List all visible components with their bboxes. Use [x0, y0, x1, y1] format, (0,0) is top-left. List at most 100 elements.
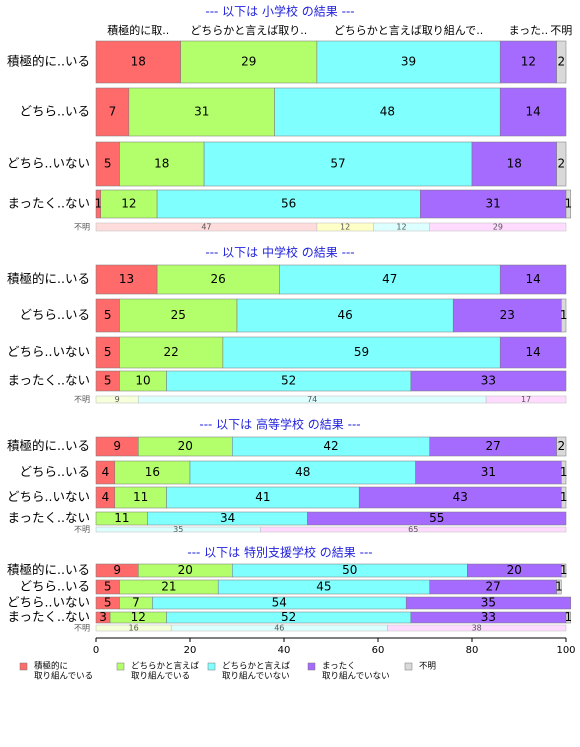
value-label: 25 — [171, 308, 186, 322]
row-label: 積極的に..いる — [7, 54, 90, 69]
bar-segment — [405, 596, 571, 610]
legend-label: まったく — [322, 662, 356, 672]
value-label: 14 — [525, 105, 540, 119]
value-label: 10 — [135, 374, 150, 388]
unknown-label: 不明 — [74, 223, 90, 232]
panel-title: --- 以下は 特別支援学校 の結果 --- — [187, 545, 372, 560]
bar-segment — [556, 436, 567, 457]
row-label: どちら..いない — [7, 595, 90, 610]
value-label: 41 — [255, 490, 270, 504]
unknown-value: 17 — [521, 395, 531, 404]
value-label: 18 — [507, 157, 522, 171]
value-label: 1 — [95, 197, 103, 211]
legend-swatch — [404, 662, 413, 671]
bar-segment — [499, 40, 557, 84]
row-label: どちら..いる — [20, 579, 90, 594]
value-label: 5 — [104, 345, 112, 359]
row-label: まったく..ない — [8, 510, 90, 525]
unknown-value: 12 — [396, 223, 406, 232]
unknown-label: 不明 — [74, 624, 90, 633]
column-header: まった.. — [509, 24, 549, 37]
legend-label: 取り組んでいる — [34, 671, 93, 682]
value-label: 47 — [382, 272, 397, 286]
value-label: 26 — [211, 272, 226, 286]
value-label: 9 — [113, 563, 121, 577]
legend-swatch — [307, 662, 316, 671]
value-label: 46 — [337, 308, 352, 322]
unknown-segment — [485, 395, 567, 404]
value-label: 3 — [99, 610, 107, 624]
legend-label: 不明 — [419, 662, 436, 672]
value-label: 2 — [557, 55, 565, 69]
unknown-value: 74 — [307, 395, 317, 404]
value-label: 7 — [132, 596, 140, 610]
value-label: 20 — [178, 563, 193, 577]
bar-segment — [307, 511, 567, 526]
bar-segment — [561, 460, 567, 485]
row-label: まったく..ない — [8, 373, 90, 388]
x-tick-label: 40 — [278, 645, 291, 656]
x-tick-label: 100 — [556, 645, 575, 656]
row-label: まったく..ない — [8, 609, 90, 624]
value-label: 7 — [109, 105, 117, 119]
x-tick-label: 80 — [466, 645, 479, 656]
value-label: 31 — [486, 197, 501, 211]
bar-segment — [561, 298, 567, 333]
value-label: 4 — [102, 490, 110, 504]
value-label: 1 — [565, 197, 573, 211]
column-header: 積極的に取.. — [107, 23, 169, 37]
legend-swatch — [116, 662, 125, 671]
row-label: どちら..いない — [7, 489, 90, 504]
bar-segment — [556, 579, 562, 595]
bar-segment — [565, 189, 571, 219]
bar-segment — [180, 40, 318, 84]
value-label: 52 — [281, 374, 296, 388]
value-label: 48 — [295, 465, 310, 479]
value-label: 1 — [560, 490, 568, 504]
value-label: 13 — [119, 272, 134, 286]
value-label: 12 — [131, 610, 146, 624]
value-label: 12 — [121, 197, 136, 211]
bar-segment — [156, 264, 280, 295]
legend-label: どちらかと言えば — [222, 661, 291, 672]
bar-segment — [499, 264, 567, 295]
row-label: 積極的に..いる — [7, 438, 90, 453]
bar-segment — [95, 87, 130, 137]
unknown-value: 47 — [201, 223, 211, 232]
value-label: 43 — [453, 490, 468, 504]
value-label: 59 — [354, 345, 369, 359]
row-label: どちら..いる — [20, 464, 90, 479]
value-label: 1 — [560, 563, 568, 577]
x-tick-label: 20 — [184, 645, 197, 656]
value-label: 5 — [104, 596, 112, 610]
bar-segment — [119, 141, 205, 187]
bar-segment — [561, 486, 567, 509]
value-label: 9 — [113, 439, 121, 453]
value-label: 27 — [486, 580, 501, 594]
legend-label: 取り組んでいない — [322, 671, 390, 682]
value-label: 1 — [555, 580, 563, 594]
unknown-value: 12 — [340, 223, 350, 232]
unknown-label: 不明 — [74, 525, 90, 534]
bar-segment — [156, 189, 421, 219]
value-label: 14 — [525, 345, 540, 359]
column-header: どちらかと言えば取り.. — [190, 24, 307, 37]
value-label: 52 — [281, 610, 296, 624]
value-label: 20 — [507, 563, 522, 577]
value-label: 54 — [272, 596, 287, 610]
bar-segment — [561, 563, 567, 578]
value-label: 5 — [104, 157, 112, 171]
bar-segment — [95, 264, 158, 295]
row-label: どちら..いる — [20, 104, 90, 119]
value-label: 23 — [500, 308, 515, 322]
value-label: 2 — [557, 439, 565, 453]
bar-segment — [119, 336, 224, 369]
value-label: 33 — [481, 374, 496, 388]
legend-label: 積極的に — [34, 661, 68, 672]
bar-segment — [100, 189, 158, 219]
value-label: 14 — [525, 272, 540, 286]
row-label: 積極的に..いる — [7, 562, 90, 577]
row-label: どちら..いない — [7, 344, 90, 359]
value-label: 29 — [241, 55, 256, 69]
value-label: 5 — [104, 580, 112, 594]
